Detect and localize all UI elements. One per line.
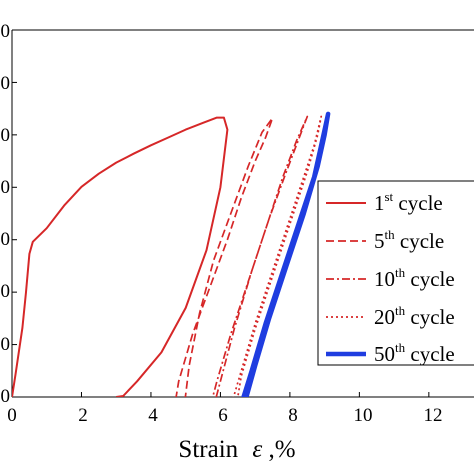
x-tick-label: 4 xyxy=(148,405,158,426)
y-tick-label: 0 xyxy=(1,386,11,407)
x-tick-label: 10 xyxy=(354,405,373,426)
legend-entry: 50th cycle xyxy=(326,340,455,366)
x-axis-title-unit: ,% xyxy=(269,436,296,463)
legend-entry: 5th cycle xyxy=(326,227,444,253)
y-tick-label: 0 xyxy=(1,21,11,42)
y-tick-label: 0 xyxy=(1,73,11,94)
legend-label: 10th cycle xyxy=(374,265,455,291)
legend-label: 50th cycle xyxy=(374,340,455,366)
legend-entry: 20th cycle xyxy=(326,303,455,329)
x-axis-title: Strain ε ,% xyxy=(178,436,295,463)
series-layer xyxy=(12,111,331,397)
legend-label: 5th cycle xyxy=(374,227,444,253)
legend-box xyxy=(317,180,474,366)
y-ticks xyxy=(12,29,17,398)
x-tick-label: 2 xyxy=(78,405,88,426)
legend: 1st cycle 5th cycle 10th cycle 20th cycle 50… xyxy=(317,180,474,366)
x-tick-label: 6 xyxy=(218,405,228,426)
legend-label: 1st cycle xyxy=(374,189,443,215)
y-tick-label: 0 xyxy=(1,334,11,355)
x-ticks xyxy=(11,392,430,397)
y-tick-label: 0 xyxy=(1,229,11,250)
series-line-1st-cycle xyxy=(12,116,229,397)
legend-label: 20th cycle xyxy=(374,303,455,329)
series-line-10th-cycle xyxy=(211,115,309,397)
legend-entry: 1st cycle xyxy=(326,189,443,215)
legend-entry: 10th cycle xyxy=(326,265,455,291)
y-tick-label: 0 xyxy=(1,281,11,302)
series-line-50th-cycle xyxy=(241,111,331,397)
legend-entries: 1st cycle 5th cycle 10th cycle 20th cycle 50… xyxy=(326,189,455,366)
x-tick-labels: 0 2 4 6 8 10 12 xyxy=(7,405,442,426)
y-tick-labels: 0 0 0 0 0 0 0 0 xyxy=(1,21,11,407)
x-tick-label: 8 xyxy=(288,405,298,426)
x-axis-title-symbol: ε xyxy=(252,436,262,463)
x-tick-label: 12 xyxy=(424,405,443,426)
y-tick-label: 0 xyxy=(1,125,11,146)
x-axis-title-text: Strain xyxy=(178,436,238,463)
series-line-20th-cycle xyxy=(232,115,323,397)
series-line-5th-cycle xyxy=(175,117,274,397)
y-tick-label: 0 xyxy=(1,177,11,198)
x-tick-label: 0 xyxy=(7,405,17,426)
